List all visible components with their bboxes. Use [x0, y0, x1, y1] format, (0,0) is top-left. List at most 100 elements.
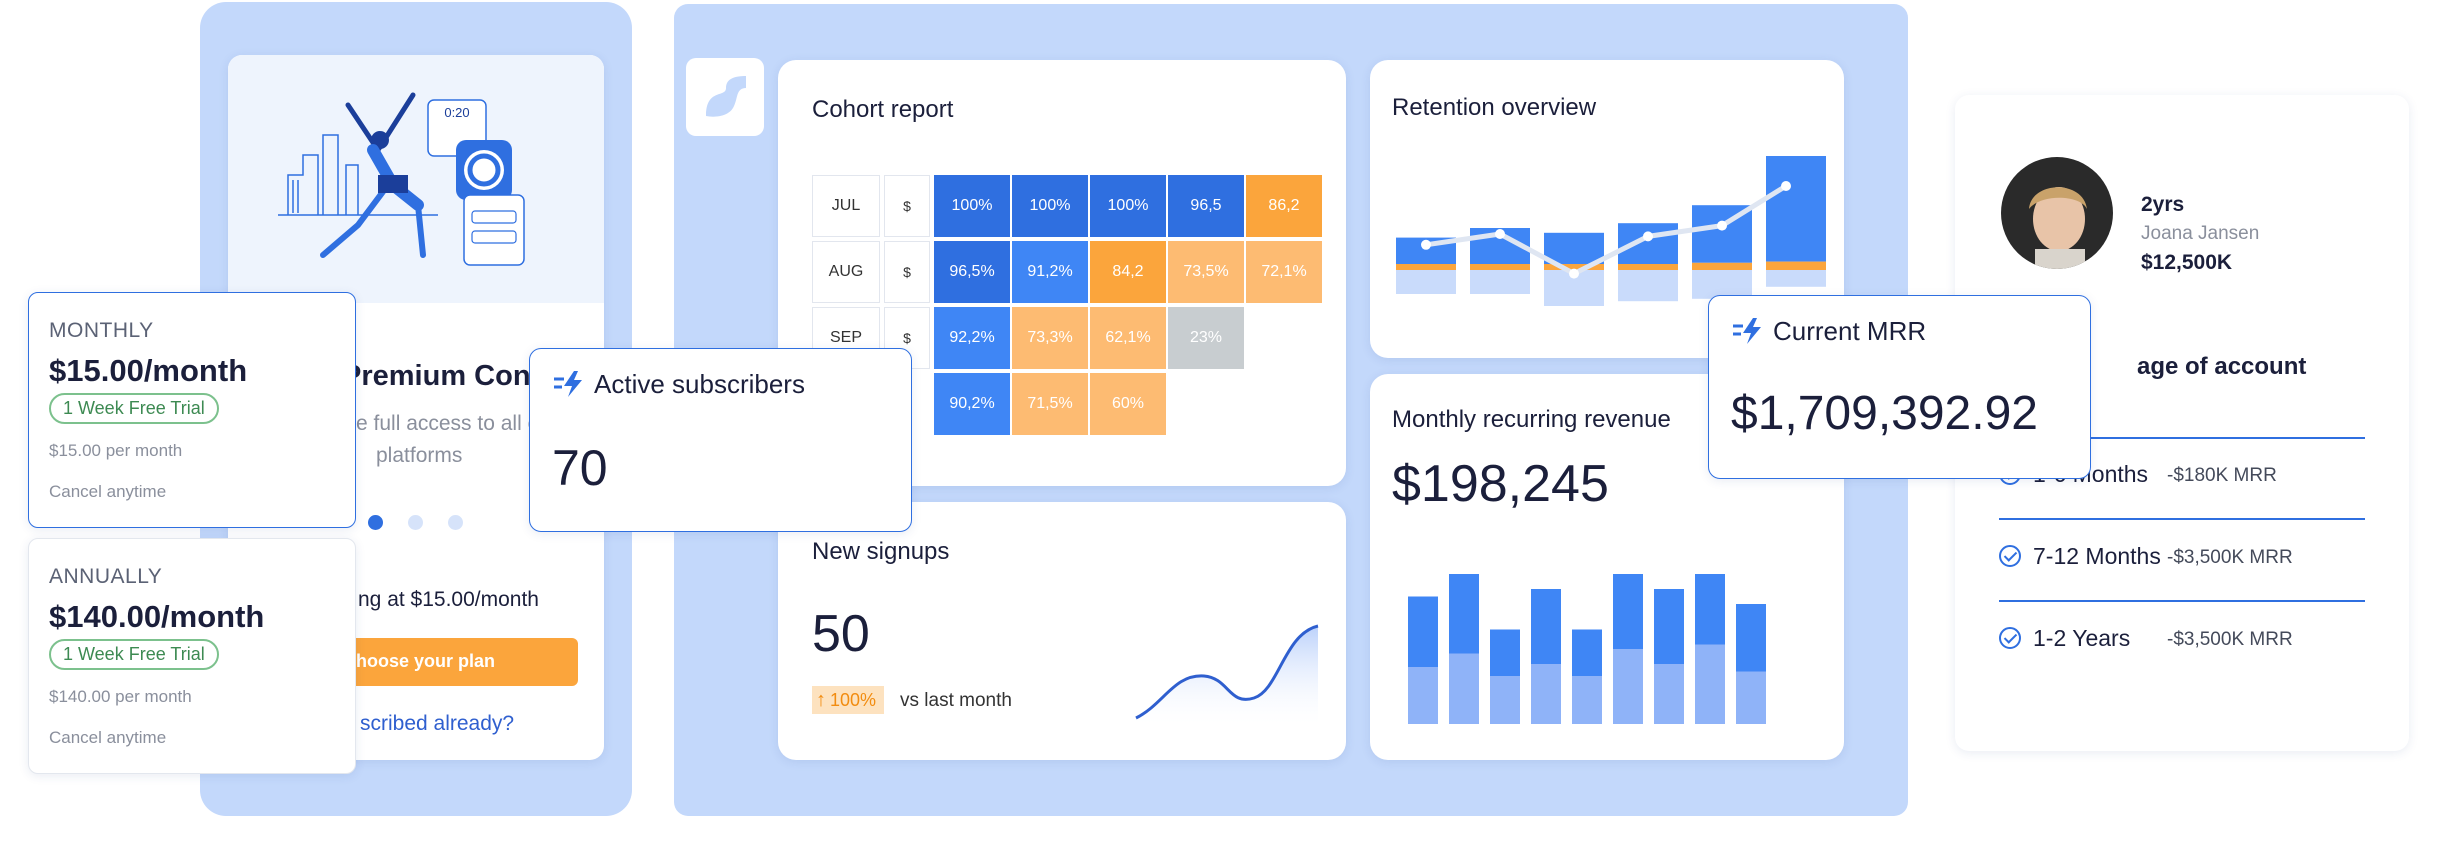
carousel-dot[interactable] [408, 515, 423, 530]
mrr-bar-lower [1490, 676, 1520, 724]
mrr-bar-lower [1736, 671, 1766, 724]
cohort-grid: JUL $100% 100% 100% 96,5 86,2 AUG $96,5% 91,2% 84… [812, 175, 1322, 439]
retention-point [1643, 231, 1653, 242]
retention-bar-bottom [1618, 270, 1678, 302]
cohort-cell: 73,5% [1168, 241, 1244, 303]
account-name: Joana Jansen [2141, 223, 2260, 244]
retention-point [1569, 268, 1579, 279]
cohort-cell: 91,2% [1012, 241, 1088, 303]
retention-bar-bottom [1396, 270, 1456, 294]
account-divider [1999, 518, 2365, 520]
new-signups-title: New signups [812, 538, 950, 565]
arrow-up-icon: ↑ [816, 688, 826, 711]
fitness-illustration-icon: 0:20 [278, 92, 525, 266]
carousel-dot-active[interactable] [368, 515, 383, 530]
app-logo-icon [686, 58, 764, 136]
retention-bar-orange [1766, 261, 1826, 270]
cohort-row-label: JUL [812, 175, 880, 237]
retention-point [1781, 181, 1791, 191]
plan-heading: Premium Con [342, 360, 531, 392]
cohort-cell: 71,5% [1012, 373, 1088, 435]
flash-icon [1733, 318, 1761, 344]
new-signups-value: 50 [812, 605, 870, 663]
cohort-cell: 86,2 [1246, 175, 1322, 237]
mrr-bar-upper [1449, 574, 1479, 654]
illustration-area: 0:20 [228, 55, 604, 303]
retention-point [1717, 220, 1727, 231]
active-subscribers-title: Active subscribers [594, 369, 805, 399]
mrr-bar-upper [1613, 574, 1643, 649]
plan-description-line2: platforms [376, 444, 463, 467]
plan-period: MONTHLY [49, 319, 154, 342]
choose-plan-button[interactable] [342, 638, 578, 686]
account-amount: $12,500K [2141, 251, 2233, 274]
retention-line [1425, 183, 1788, 277]
cohort-cell: 100% [1012, 175, 1088, 237]
timer-text: 0:20 [444, 105, 469, 120]
plan-card-annually[interactable]: ANNUALLY $140.00/month 1 Week Free Trial… [28, 538, 356, 774]
cohort-cell: 23% [1168, 307, 1244, 369]
retention-bar-bottom [1766, 270, 1826, 287]
cohort-title: Cohort report [812, 96, 954, 123]
cohort-row-currency: $ [884, 241, 930, 303]
mrr-bar-lower [1695, 644, 1725, 724]
change-badge: ↑ 100% [812, 686, 885, 714]
retention-bar-top [1618, 223, 1678, 264]
retention-bar-top [1544, 232, 1604, 264]
retention-bar-orange [1470, 264, 1530, 270]
active-subscribers-card: Active subscribers 70 [529, 348, 912, 532]
account-row-label: 1-2 Years [2033, 625, 2131, 651]
plan-price: $15.00/month [49, 353, 248, 388]
trial-badge: 1 Week Free Trial [49, 639, 219, 670]
account-row-label: 7-12 Months [2033, 543, 2161, 569]
cohort-cell: 96,5% [934, 241, 1010, 303]
plan-cancel: Cancel anytime [49, 482, 167, 501]
account-divider [1999, 437, 2365, 439]
subscribed-already-link[interactable]: scribed already? [360, 712, 515, 735]
account-row-value: -$3,500K MRR [2167, 629, 2293, 650]
cohort-row-label: AUG [812, 241, 880, 303]
mrr-chart [1408, 574, 1766, 724]
mrr-bar-upper [1490, 629, 1520, 676]
cohort-cell: 73,3% [1012, 307, 1088, 369]
current-mrr-title: Current MRR [1773, 316, 1927, 346]
mrr-bar-upper [1572, 629, 1602, 676]
current-mrr-value: $1,709,392.92 [1731, 387, 2038, 440]
retention-title: Retention overview [1392, 94, 1597, 121]
mrr-bar-lower [1654, 664, 1684, 724]
mrr-bar-upper [1695, 574, 1725, 645]
retention-bar-top [1766, 156, 1826, 262]
retention-bar-bottom [1692, 270, 1752, 299]
retention-point [1495, 229, 1505, 239]
change-label: vs last month [900, 690, 1012, 711]
mrr-bar-upper [1531, 589, 1561, 664]
plan-description-line1: e full access to all c [356, 412, 539, 435]
cohort-cell: 60% [1090, 373, 1166, 435]
account-row-value: -$180K MRR [2167, 465, 2277, 486]
account-divider [1999, 600, 2365, 602]
retention-bar-orange [1396, 264, 1456, 270]
account-tenure: 2yrs [2141, 193, 2185, 216]
plan-per-month: $140.00 per month [49, 687, 192, 706]
plan-card-monthly[interactable]: MONTHLY $15.00/month 1 Week Free Trial $… [28, 292, 356, 528]
change-value: 100% [830, 689, 877, 710]
trial-badge: 1 Week Free Trial [49, 393, 219, 424]
plan-period: ANNUALLY [49, 565, 163, 588]
cohort-cell: 92,2% [934, 307, 1010, 369]
carousel-dot[interactable] [448, 515, 463, 530]
signups-sparkline [1135, 624, 1319, 724]
retention-bar-bottom [1470, 270, 1530, 294]
account-row: 1-2 Years -$3,500K MRR [1999, 621, 2365, 657]
mrr-bar-upper [1408, 596, 1438, 667]
plan-cancel: Cancel anytime [49, 728, 167, 747]
mrr-bar-lower [1408, 667, 1438, 724]
retention-chart [1396, 156, 1826, 306]
starting-price-text: ng at $15.00/month [358, 588, 539, 611]
check-circle-icon [1999, 627, 2021, 649]
mrr-value: $198,245 [1392, 455, 1609, 513]
retention-bar-orange [1618, 264, 1678, 270]
account-row-value: -$3,500K MRR [2167, 547, 2293, 568]
cohort-cell: 62,1% [1090, 307, 1166, 369]
mrr-bar-upper [1654, 589, 1684, 664]
account-row: 7-12 Months -$3,500K MRR [1999, 539, 2365, 575]
